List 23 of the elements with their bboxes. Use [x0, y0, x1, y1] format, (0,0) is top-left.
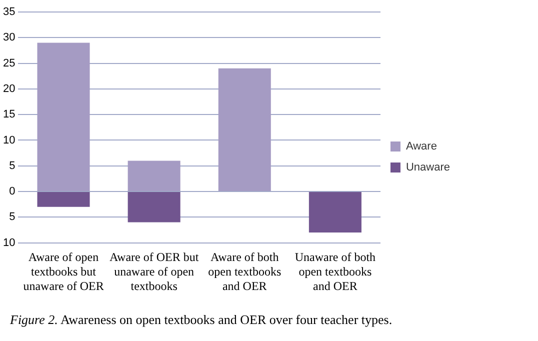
bar	[218, 68, 271, 192]
x-tick-label: Unaware of both open textbooks and OER	[294, 250, 376, 293]
bar	[37, 192, 90, 207]
y-tick-label: 25	[2, 57, 16, 70]
y-tick-label: 30	[2, 32, 16, 44]
y-tick-label: 15	[2, 108, 16, 121]
x-tick-label: Aware of OER but unaware of open textbooks	[109, 250, 200, 293]
y-tick-label: 5	[9, 211, 16, 224]
y-tick-label: 10	[2, 134, 16, 146]
legend-label: Aware	[406, 140, 437, 153]
y-tick-label: 10	[2, 236, 16, 249]
y-tick-label: 20	[2, 82, 16, 95]
caption: Figure 2. Awareness on open textbooks and OER over four teacher types.	[10, 312, 392, 328]
legend-label: Unaware	[406, 162, 450, 174]
bar	[308, 192, 362, 233]
y-tick-label: 5	[9, 160, 16, 172]
bar	[128, 192, 180, 222]
bar	[128, 160, 180, 192]
x-tick-label: Aware of both open textbooks and OER	[208, 250, 282, 293]
x-tick-label: Aware of open textbooks but unaware of OER	[23, 250, 104, 293]
bar	[37, 42, 90, 192]
y-tick-label: 35	[2, 6, 16, 18]
y-tick-label: 0	[9, 186, 16, 198]
